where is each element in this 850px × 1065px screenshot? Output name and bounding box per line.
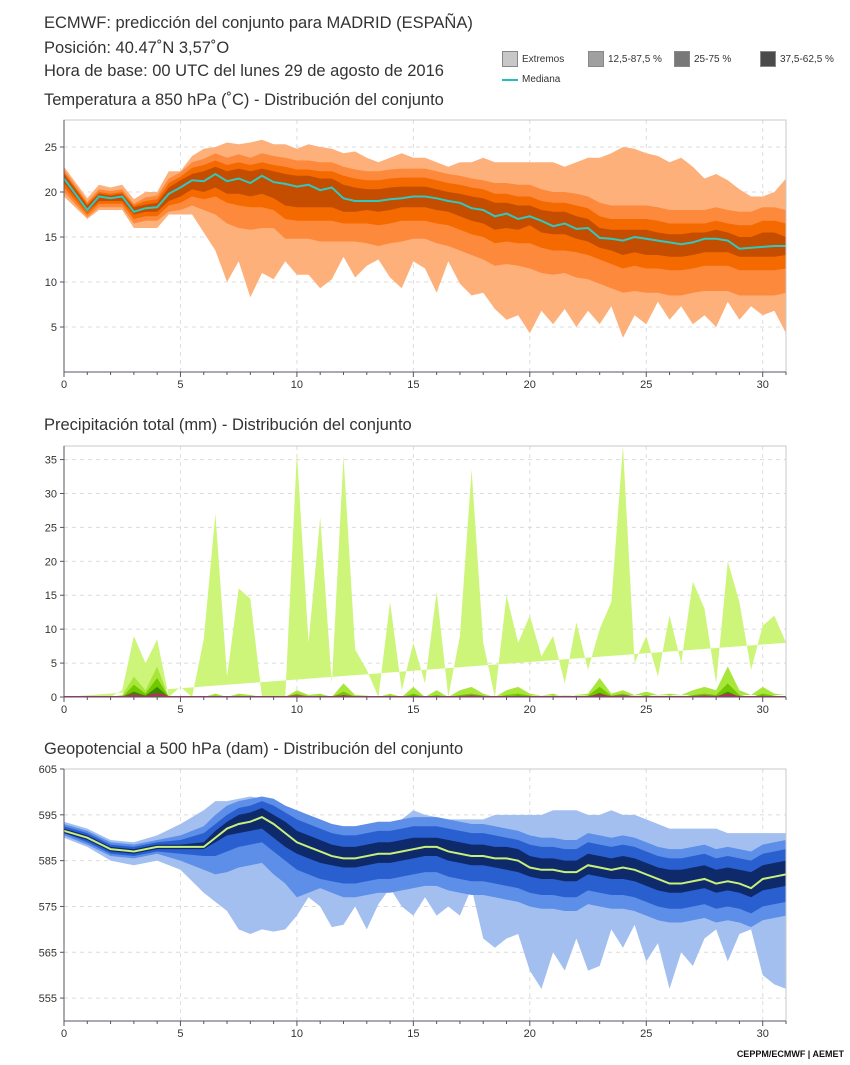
credit-label: CEPPM/ECMWF | AEMET [736, 1049, 844, 1059]
header-position: Posición: 40.47˚N 3,57˚O [44, 39, 230, 57]
precipitation-x-tick-label: 10 [291, 704, 303, 716]
temperature-y-tick-label: 5 [51, 322, 57, 334]
precipitation-band-extremos [64, 446, 786, 697]
temperature-x-tick-label: 30 [757, 379, 769, 391]
temperature-y-tick-label: 25 [45, 142, 57, 154]
geopotential-band-37-62 [64, 807, 786, 898]
geopotential-x-tick-label: 20 [524, 1028, 536, 1040]
legend-p37: 37,5-62,5 % [760, 51, 834, 67]
geopotential-x-tick-label: 5 [177, 1028, 183, 1040]
precipitation-y-tick-label: 5 [51, 658, 57, 670]
precipitation-y-tick-label: 25 [45, 522, 57, 534]
chart-title-precipitation: Precipitación total (mm) - Distribución … [44, 416, 412, 434]
precipitation-y-tick-label: 0 [51, 692, 57, 704]
temperature-x-tick-label: 10 [291, 379, 303, 391]
precipitation-x-tick-label: 5 [177, 704, 183, 716]
precipitation-y-tick-label: 10 [45, 624, 57, 636]
legend-extremos: Extremos [502, 51, 564, 67]
geopotential-y-tick-label: 555 [39, 993, 57, 1005]
geopotential-y-tick-label: 595 [39, 810, 57, 822]
chart-title-geopotential: Geopotencial a 500 hPa (dam) - Distribuc… [44, 740, 464, 758]
legend-label-p37: 37,5-62,5 % [780, 53, 834, 65]
temperature-median-line [64, 172, 786, 250]
precipitation-band-12-87 [64, 666, 786, 697]
geopotential-median-line [64, 815, 786, 890]
legend-swatch-p25 [674, 51, 690, 67]
legend-label-p12: 12,5-87,5 % [608, 53, 662, 65]
geopotential-y-tick-label: 585 [39, 856, 57, 868]
temperature-y-tick-label: 20 [45, 187, 57, 199]
geopotential-x-tick-label: 30 [757, 1028, 769, 1040]
legend-p12: 12,5-87,5 % [588, 51, 662, 67]
legend-swatch-extremos [502, 51, 518, 67]
legend-label-extremos: Extremos [522, 53, 565, 65]
precipitation-y-tick-label: 15 [45, 590, 57, 602]
precipitation-y-tick-label: 20 [45, 556, 57, 568]
precipitation-y-tick-label: 30 [45, 488, 57, 500]
geopotential-x-tick-label: 10 [291, 1028, 303, 1040]
geopotential-x-tick-label: 25 [640, 1028, 652, 1040]
temperature-x-tick-label: 15 [407, 379, 419, 391]
precipitation-y-tick-label: 35 [45, 455, 57, 467]
geopotential-y-tick-label: 575 [39, 901, 57, 913]
precipitation-x-tick-label: 25 [640, 704, 652, 716]
temperature-band-37-62 [64, 166, 786, 257]
temperature-x-tick-label: 20 [524, 379, 536, 391]
legend-mediana: Mediana [502, 74, 560, 85]
precipitation-x-tick-label: 20 [524, 704, 536, 716]
chart-title-temperature: Temperatura a 850 hPa (˚C) - Distribució… [44, 91, 444, 109]
legend-swatch-p37 [760, 51, 776, 67]
geopotential-x-tick-label: 15 [407, 1028, 419, 1040]
temperature-x-tick-label: 0 [61, 379, 67, 391]
precipitation-band-25-75 [64, 678, 786, 697]
temperature-x-tick-label: 5 [177, 379, 183, 391]
legend-swatch-p12 [588, 51, 604, 67]
legend-label-p25: 25-75 % [694, 53, 732, 65]
legend-swatch-mediana [502, 78, 518, 81]
geopotential-y-tick-label: 565 [39, 947, 57, 959]
precipitation-x-tick-label: 0 [61, 704, 67, 716]
temperature-y-tick-label: 15 [45, 232, 57, 244]
header-base-time: Hora de base: 00 UTC del lunes 29 de ago… [44, 62, 444, 80]
temperature-y-tick-label: 10 [45, 277, 57, 289]
legend-label-mediana: Mediana [522, 74, 561, 85]
geopotential-y-tick-label: 605 [39, 764, 57, 776]
legend-p25: 25-75 % [674, 51, 731, 67]
header-title: ECMWF: predicción del conjunto para MADR… [44, 14, 473, 32]
precipitation-x-tick-label: 30 [757, 704, 769, 716]
precipitation-x-tick-label: 15 [407, 704, 419, 716]
temperature-x-tick-label: 25 [640, 379, 652, 391]
geopotential-x-tick-label: 0 [61, 1028, 67, 1040]
precipitation-frame [63, 445, 787, 698]
